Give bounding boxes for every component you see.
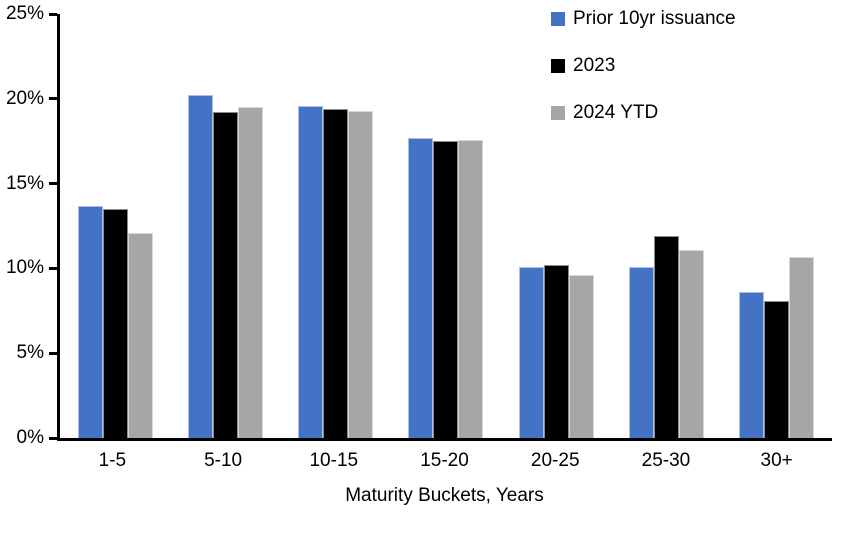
y-axis-labels: 0% 5% 10% 15% 20% 25% — [0, 3, 46, 448]
plot-area — [49, 12, 832, 441]
legend: Prior 10yr issuance 2023 2024 YTD — [551, 8, 736, 124]
bar — [348, 110, 374, 438]
bar-group — [170, 14, 280, 438]
y-tick-mark — [49, 12, 57, 16]
bar-group — [501, 14, 611, 438]
x-category-label: 10-15 — [309, 450, 359, 471]
y-tick-label: 10% — [5, 257, 44, 279]
bar-groups — [60, 14, 832, 438]
legend-swatch-icon — [551, 106, 565, 120]
legend-swatch-icon — [551, 59, 565, 73]
x-axis-labels: 1-5 5-10 10-15 15-20 20-25 25-30 30+ — [57, 450, 832, 472]
bar — [187, 95, 213, 438]
bar — [102, 209, 128, 438]
y-tick-label: 0% — [16, 427, 44, 448]
bar — [764, 300, 790, 438]
bar — [408, 137, 434, 438]
bar-group — [391, 14, 501, 438]
x-category-label: 1-5 — [98, 450, 127, 471]
bar — [458, 139, 484, 438]
y-tick-mark — [49, 351, 57, 355]
y-tick-mark — [49, 182, 57, 186]
y-tick-mark — [49, 436, 57, 440]
y-tick-label: 25% — [5, 3, 44, 24]
bar — [789, 256, 815, 438]
bar — [739, 292, 765, 438]
y-tick-mark — [49, 97, 57, 101]
legend-item: 2023 — [551, 55, 736, 77]
bar-group — [281, 14, 391, 438]
legend-item: Prior 10yr issuance — [551, 8, 736, 30]
x-axis-title: Maturity Buckets, Years — [345, 485, 544, 506]
bar — [679, 249, 705, 438]
bar — [212, 112, 238, 438]
y-tick-label: 15% — [5, 172, 44, 194]
x-category-label: 15-20 — [420, 450, 469, 471]
bar — [323, 108, 349, 438]
y-tick-mark — [49, 266, 57, 270]
x-category-label: 5-10 — [204, 450, 243, 471]
bar — [518, 266, 544, 438]
bar — [568, 275, 594, 438]
bar-group — [722, 14, 832, 438]
bar — [654, 236, 680, 438]
bar — [543, 265, 569, 438]
x-category-label: 30+ — [760, 450, 793, 471]
bar — [298, 105, 324, 438]
bar-group — [611, 14, 721, 438]
bar — [77, 205, 103, 438]
x-category-label: 20-25 — [530, 450, 580, 471]
y-tick-label: 5% — [16, 342, 44, 364]
bar-group — [60, 14, 170, 438]
legend-label: Prior 10yr issuance — [573, 8, 736, 29]
y-tick-label: 20% — [5, 87, 44, 109]
legend-swatch-icon — [551, 12, 565, 26]
legend-label: 2023 — [573, 55, 616, 76]
bar — [127, 232, 153, 438]
legend-item: 2024 YTD — [551, 102, 736, 124]
bar — [433, 141, 459, 438]
legend-label: 2024 YTD — [573, 102, 659, 123]
bar — [237, 107, 263, 438]
bar — [629, 266, 655, 438]
x-category-label: 25-30 — [641, 450, 691, 471]
